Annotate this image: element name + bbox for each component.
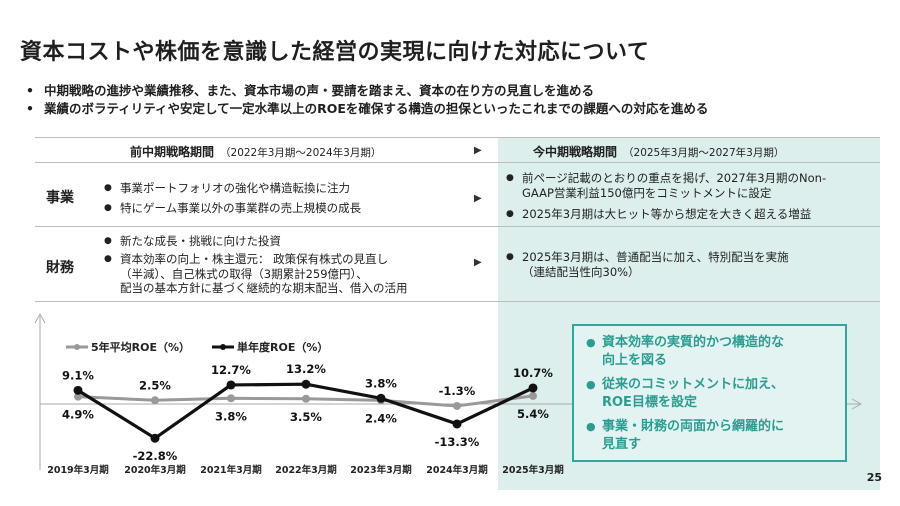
tick-label: 2025年3月期: [502, 464, 564, 476]
list-item: 新たな成長・挑戦に向けた投資: [104, 234, 281, 249]
data-label: -13.3%: [435, 435, 480, 449]
page-title: 資本コストや株価を意識した経営の実現に向けた対応について: [20, 40, 650, 65]
chart-series: [73, 379, 538, 443]
list-item: 資本効率の向上・株主還元： 政策保有株式の見直し （半減）、自己株式の取得（3期…: [104, 252, 407, 296]
y-axis-arrow: [34, 312, 46, 324]
legend-label: 5年平均ROE（%）: [91, 340, 190, 354]
tick-label: 2024年3月期: [426, 464, 488, 476]
arrow-icon: ▶: [474, 257, 482, 268]
tick-label: 2022年3月期: [275, 464, 337, 476]
chart-tick-labels: 2019年3月期 2020年3月期 2021年3月期 2022年3月期 2023年3月期…: [47, 464, 564, 476]
data-label: 3.5%: [290, 410, 322, 424]
divider: [35, 226, 880, 227]
list-item: 2025年3月期は大ヒット等から想定を大きく超える増益: [506, 207, 811, 222]
prev-period-header: 前中期戦略期間 （2022年3月期～2024年3月期）: [130, 143, 381, 160]
data-label: 2.4%: [365, 411, 397, 425]
data-point: [528, 383, 538, 393]
list-item: 事業ポートフォリオの強化や構造転換に注力: [104, 181, 350, 196]
arrow-icon: ▶: [474, 193, 482, 204]
data-label: 3.8%: [365, 376, 397, 390]
data-label: 2.5%: [139, 378, 171, 392]
data-label: -22.8%: [133, 449, 178, 463]
roe-line-chart: 5年平均ROE（%） 単年度ROE（%） 9.1% 4.9% -22.8% 2.5% 12…: [34, 312, 863, 476]
data-point: [453, 401, 461, 410]
summary-bullet: 中期戦略の進捗や業績推移、また、資本市場の声・要請を踏まえ、資本の在り方の見直し…: [26, 82, 708, 100]
curr-header-label: 今中期戦略期間: [533, 145, 618, 159]
prev-header-label: 前中期戦略期間: [130, 145, 215, 159]
chart-legend: 5年平均ROE（%） 単年度ROE（%）: [66, 340, 328, 354]
curr-header-period: （2025年3月期～2027年3月期）: [623, 147, 785, 159]
data-point: [151, 396, 159, 405]
box-item: 資本効率の実質的かつ構造的な 向上を図る: [586, 334, 784, 370]
row-label-finance: 財務: [46, 260, 74, 276]
x-axis-arrow: [851, 398, 863, 410]
data-point: [227, 394, 235, 403]
divider: [35, 162, 880, 163]
data-point: [302, 394, 310, 403]
box-item: 事業・財務の両面から網羅的に 見直す: [586, 418, 784, 454]
data-point: [226, 380, 236, 390]
data-point: [301, 379, 311, 389]
chart-data-labels: 9.1% 4.9% -22.8% 2.5% 12.7% 3.8% 13.2% 3.5% 3.8%…: [62, 362, 553, 463]
curr-period-header: 今中期戦略期間 （2025年3月期～2027年3月期）: [533, 143, 784, 160]
summary-bullet: 業績のボラティリティや安定して一定水準以上のROEを確保する構造の担保といったこ…: [26, 100, 708, 118]
legend-label: 単年度ROE（%）: [237, 340, 328, 354]
list-item: 2025年3月期は、普通配当に加え、特別配当を実施 （連結配当性向30%）: [506, 250, 789, 279]
roe-policy-box: 資本効率の実質的かつ構造的な 向上を図る 従来のコミットメントに加え、 ROE目…: [572, 324, 847, 462]
legend-marker: [220, 344, 226, 350]
data-point: [150, 433, 160, 443]
list-item: 前ページ記載のとおりの重点を掲げ、2027年3月期のNon- GAAP営業利益1…: [506, 171, 826, 200]
legend-marker: [74, 344, 80, 350]
row-label-business: 事業: [46, 190, 74, 206]
data-label: 9.1%: [62, 368, 94, 382]
data-point: [73, 385, 83, 395]
list-item: 特にゲーム事業以外の事業群の売上規模の成長: [104, 201, 361, 216]
box-item: 従来のコミットメントに加え、 ROE目標を設定: [586, 376, 784, 412]
data-label: -1.3%: [439, 384, 476, 398]
data-point: [376, 393, 386, 403]
data-label: 13.2%: [286, 362, 326, 376]
data-label: 3.8%: [215, 409, 247, 423]
prev-header-period: （2022年3月期～2024年3月期）: [220, 147, 382, 159]
page-number: 25: [866, 471, 882, 484]
data-point: [74, 392, 82, 401]
tick-label: 2021年3月期: [200, 464, 262, 476]
tick-label: 2019年3月期: [47, 464, 109, 476]
tick-label: 2023年3月期: [350, 464, 412, 476]
divider: [35, 137, 880, 138]
data-label: 10.7%: [513, 366, 553, 380]
data-label: 5.4%: [517, 407, 549, 421]
data-point: [529, 391, 537, 400]
data-point: [452, 419, 462, 429]
tick-label: 2020年3月期: [124, 464, 186, 476]
data-label: 4.9%: [62, 408, 94, 422]
divider: [35, 301, 880, 302]
arrow-icon: ▶: [474, 145, 482, 156]
summary-bullets: 中期戦略の進捗や業績推移、また、資本市場の声・要請を踏まえ、資本の在り方の見直し…: [26, 82, 708, 118]
data-label: 12.7%: [211, 363, 251, 377]
